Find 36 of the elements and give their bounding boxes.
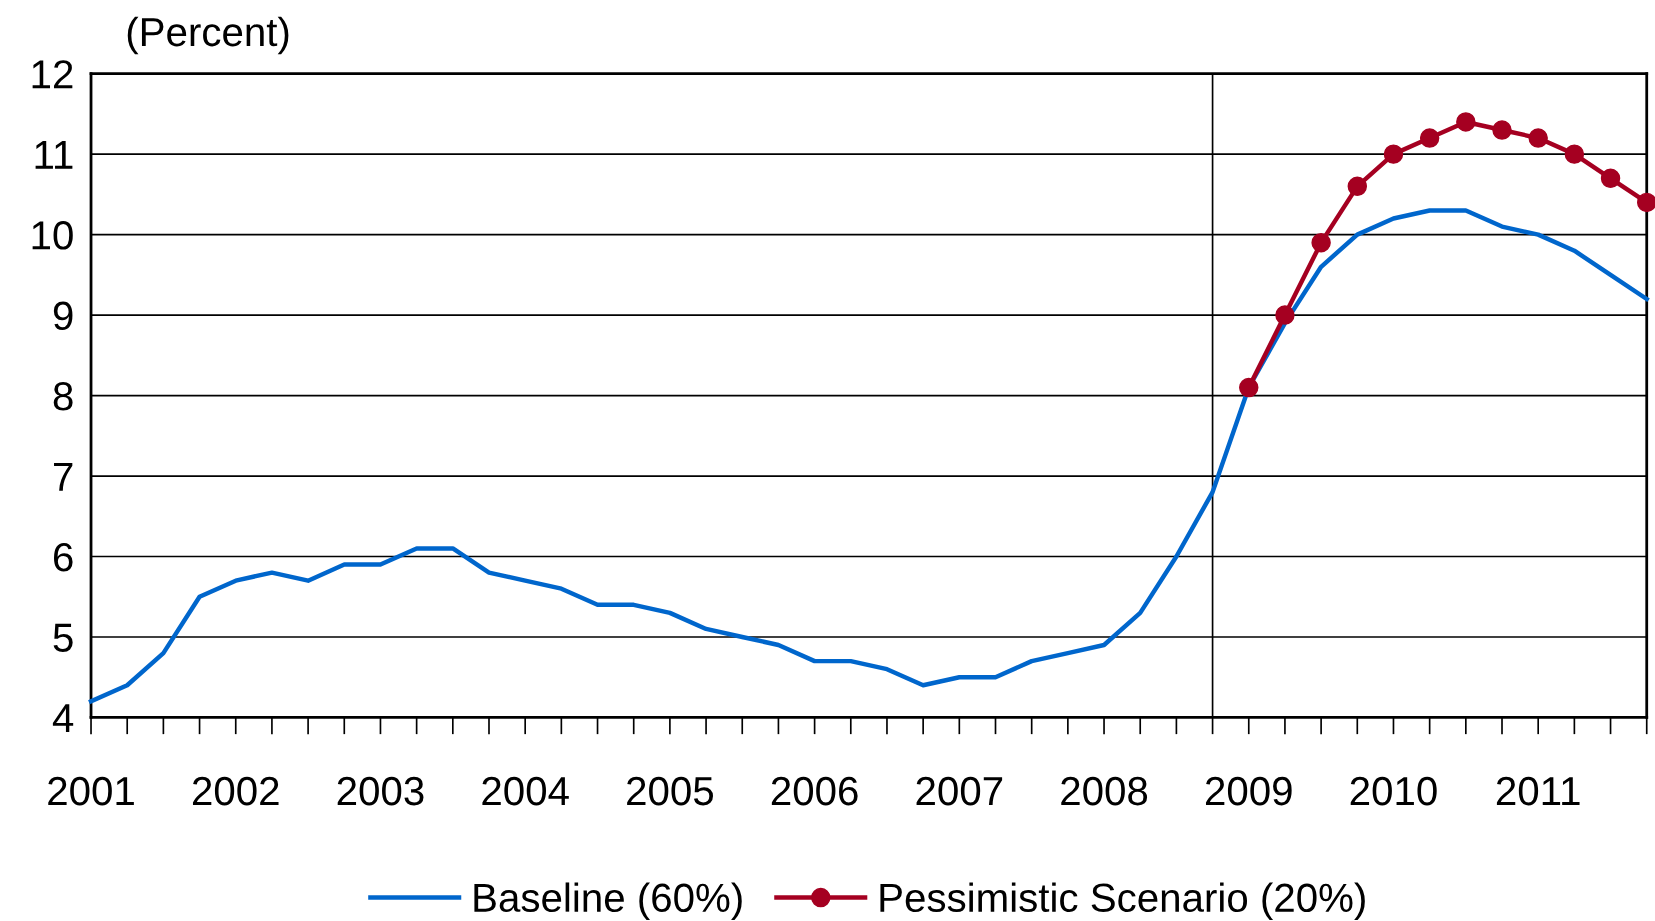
y-tick-label: 6 xyxy=(54,542,73,572)
point xyxy=(1239,377,1259,398)
point xyxy=(1456,112,1476,132)
y-tick-label: 12 xyxy=(32,60,73,89)
x-tick-label: 2010 xyxy=(1350,776,1437,806)
point xyxy=(1492,120,1512,140)
point xyxy=(1275,305,1295,325)
x-tick-label: 2007 xyxy=(916,776,1003,806)
x-tick-label: 2002 xyxy=(192,776,279,806)
point xyxy=(1347,176,1368,197)
y-tick-label: 10 xyxy=(32,221,73,250)
x-tick-label: 2003 xyxy=(337,776,424,806)
point xyxy=(1600,168,1621,189)
y-tick-label: 4 xyxy=(52,704,74,733)
legend-label: Baseline (60%) xyxy=(474,882,742,920)
point xyxy=(1528,128,1548,148)
x-tick-label: 2005 xyxy=(627,776,714,806)
line-series xyxy=(88,208,1649,704)
point xyxy=(1564,144,1585,164)
x-tick-label: 2004 xyxy=(482,776,569,806)
point xyxy=(1311,232,1331,253)
x-tick-label: 2011 xyxy=(1496,776,1580,806)
y-tick-label: 9 xyxy=(53,301,73,331)
point xyxy=(1636,192,1655,213)
y-tick-label: 11 xyxy=(35,141,73,169)
y-axis-title: (Percent) xyxy=(127,16,289,55)
y-tick-label: 5 xyxy=(53,623,73,652)
x-tick-label: 2008 xyxy=(1061,776,1148,806)
x-tick-label: 2001 xyxy=(48,776,134,806)
x-tick-label: 2006 xyxy=(771,776,858,806)
y-tick-label: 8 xyxy=(53,382,73,411)
x-tick-label: 2009 xyxy=(1205,776,1292,806)
point xyxy=(1383,144,1404,164)
point xyxy=(1419,128,1440,148)
legend-label: Pessimistic Scenario (20%) xyxy=(880,882,1365,920)
y-tick-label: 7 xyxy=(54,462,73,491)
